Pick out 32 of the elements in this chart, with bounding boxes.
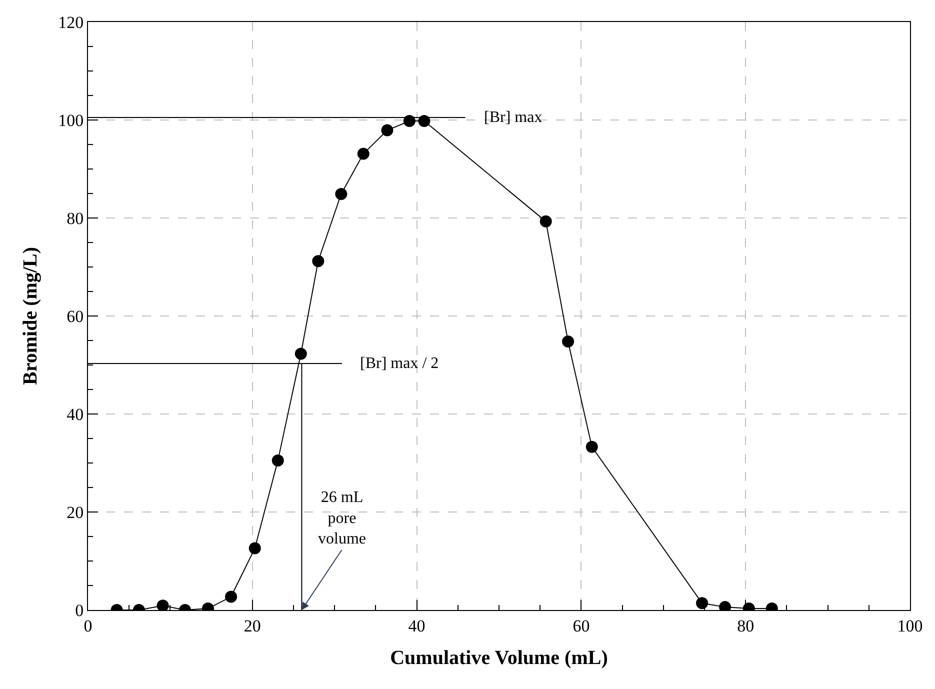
point [562, 335, 574, 348]
point [357, 148, 370, 160]
point [294, 348, 307, 360]
x-tick-label: 40 [408, 616, 426, 636]
point [225, 590, 238, 603]
x-tick-label: 100 [897, 616, 923, 636]
point [381, 124, 394, 136]
annotation: 26 mL pore volume [318, 489, 366, 548]
point [248, 542, 261, 554]
x-tick-label: 20 [244, 616, 261, 636]
y-tick-label: 60 [66, 306, 84, 326]
y-tick-label: 120 [58, 12, 84, 32]
point [418, 114, 430, 127]
x-tick-label: 60 [572, 616, 590, 636]
point [312, 255, 324, 268]
point [335, 188, 348, 200]
point [403, 114, 416, 127]
y-tick-label: 20 [66, 502, 84, 522]
point [156, 600, 169, 610]
ref-line-label: [Br] max [484, 109, 542, 126]
point [540, 215, 552, 228]
x-axis-title: Cumulative Volume (mL) [390, 646, 608, 669]
y-axis-title: Bromide (mg/L) [20, 247, 42, 385]
y-tick-label: 80 [66, 208, 84, 228]
y-tick-label: 0 [75, 600, 84, 620]
point [272, 454, 284, 467]
y-tick-label: 100 [58, 110, 84, 130]
x-tick-label: 80 [737, 616, 754, 636]
point [586, 440, 598, 453]
ref-line-label: [Br] max / 2 [360, 355, 439, 372]
point [696, 597, 708, 610]
y-tick-label: 40 [66, 404, 84, 424]
